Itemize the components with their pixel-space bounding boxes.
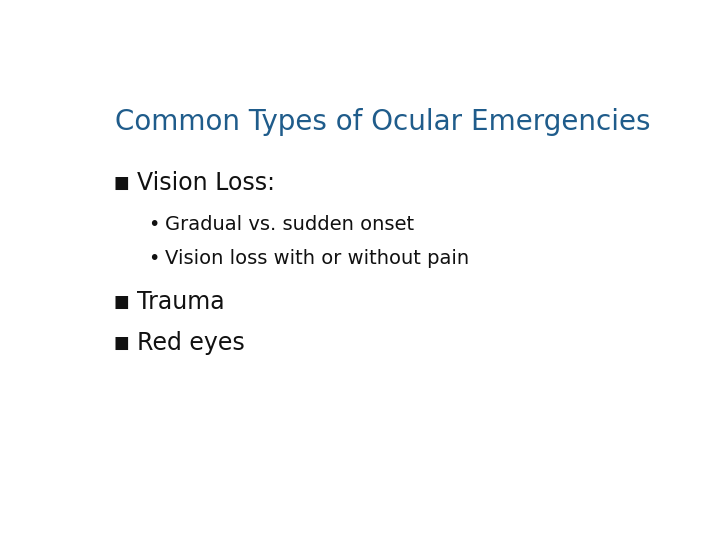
Text: •: •: [148, 215, 160, 234]
Text: ■: ■: [114, 174, 129, 192]
Text: Gradual vs. sudden onset: Gradual vs. sudden onset: [166, 215, 415, 234]
Text: ■: ■: [114, 293, 129, 311]
Text: Trauma: Trauma: [138, 290, 225, 314]
Text: Common Types of Ocular Emergencies: Common Types of Ocular Emergencies: [115, 109, 651, 137]
Text: Vision Loss:: Vision Loss:: [138, 171, 276, 195]
Text: Vision loss with or without pain: Vision loss with or without pain: [166, 248, 469, 268]
Text: Red eyes: Red eyes: [138, 332, 246, 355]
Text: •: •: [148, 248, 160, 268]
Text: ■: ■: [114, 334, 129, 353]
